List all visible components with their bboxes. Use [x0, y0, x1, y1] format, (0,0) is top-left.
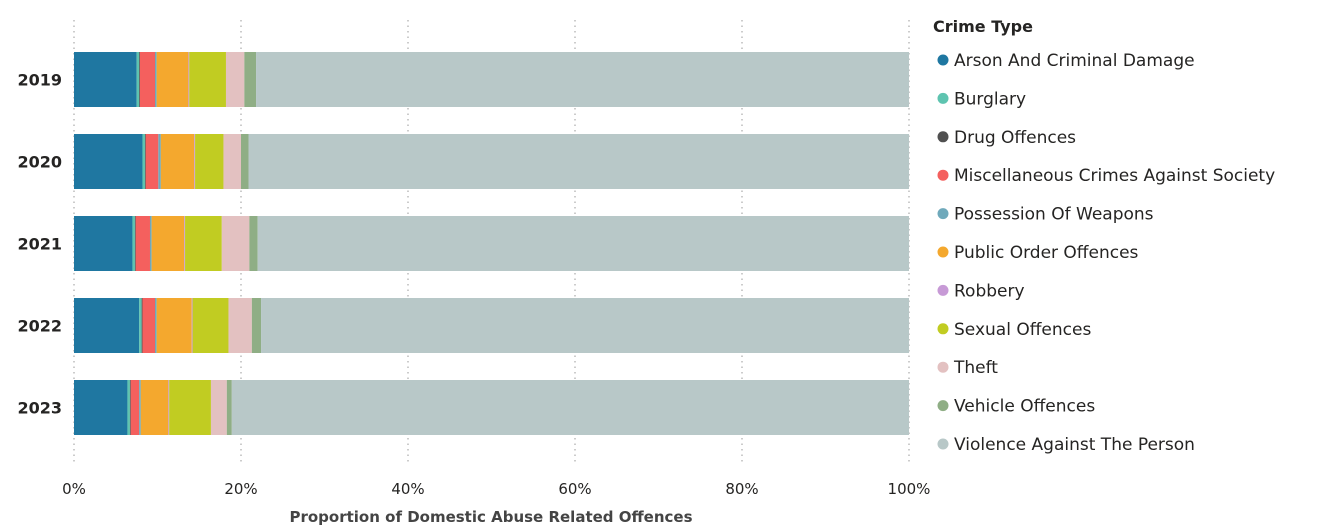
bar-segment[interactable] — [189, 52, 226, 107]
y-category-label: 2019 — [17, 71, 62, 90]
bar-segment[interactable] — [139, 380, 141, 435]
bar-segment[interactable] — [134, 216, 136, 271]
bar-segment[interactable] — [185, 216, 222, 271]
x-tick-label: 0% — [62, 480, 86, 498]
bar-segment[interactable] — [191, 298, 193, 353]
bar-segment[interactable] — [129, 380, 131, 435]
legend: Crime Type Arson And Criminal Damage Burg… — [933, 17, 1275, 455]
bar-segment[interactable] — [140, 380, 169, 435]
bar-segment[interactable] — [149, 216, 152, 271]
x-tick-label: 20% — [224, 480, 257, 498]
bar-segment[interactable] — [156, 298, 192, 353]
bar-segment[interactable] — [231, 380, 909, 435]
bar-segment[interactable] — [168, 380, 170, 435]
bar-segment[interactable] — [74, 134, 143, 189]
x-tick-label: 40% — [391, 480, 424, 498]
bar-segment[interactable] — [251, 298, 262, 353]
bar-segment[interactable] — [244, 52, 257, 107]
y-axis-labels: 2019 2020 2021 2022 2023 — [17, 71, 62, 418]
bar-segment[interactable] — [156, 52, 189, 107]
bar-segment[interactable] — [184, 216, 186, 271]
legend-marker — [937, 246, 949, 258]
legend-item-label[interactable]: Vehicle Offences — [954, 397, 1095, 417]
legend-marker — [937, 54, 949, 66]
bar-segment[interactable] — [160, 134, 195, 189]
legend-item-label[interactable]: Arson And Criminal Damage — [954, 51, 1195, 71]
bar-segment[interactable] — [130, 380, 140, 435]
x-axis-ticks: 0% 20% 40% 60% 80% 100% — [62, 480, 930, 498]
legend-item-label[interactable]: Public Order Offences — [954, 243, 1139, 263]
legend-marker — [937, 131, 949, 143]
bar-segment[interactable] — [210, 380, 227, 435]
legend-item-label[interactable]: Burglary — [954, 89, 1026, 109]
legend-marker — [937, 284, 949, 296]
legend-title: Crime Type — [933, 17, 1033, 36]
legend-marker — [937, 400, 949, 412]
bar-segment[interactable] — [192, 298, 229, 353]
y-category-label: 2022 — [17, 317, 62, 336]
bar-segment[interactable] — [225, 52, 245, 107]
legend-item-label[interactable]: Drug Offences — [954, 128, 1076, 148]
bar-segment[interactable] — [139, 298, 142, 353]
bar-segment[interactable] — [144, 134, 146, 189]
bar-segment[interactable] — [145, 134, 159, 189]
bar-segment[interactable] — [139, 52, 155, 107]
bar-segment[interactable] — [154, 52, 157, 107]
y-category-label: 2021 — [17, 235, 62, 254]
bar-segment[interactable] — [74, 298, 140, 353]
legend-marker — [937, 92, 949, 104]
bar-segment[interactable] — [127, 380, 130, 435]
bars — [74, 52, 909, 435]
bar-segment[interactable] — [158, 134, 161, 189]
legend-item-label[interactable]: Miscellaneous Crimes Against Society — [954, 166, 1275, 186]
legend-marker — [937, 208, 949, 220]
bar-segment[interactable] — [139, 52, 140, 107]
x-axis-title: Proportion of Domestic Abuse Related Off… — [289, 508, 692, 526]
bar-segment[interactable] — [132, 216, 135, 271]
bar-segment[interactable] — [194, 134, 196, 189]
bar-segment[interactable] — [248, 134, 909, 189]
y-category-label: 2020 — [17, 153, 62, 172]
legend-item-label[interactable]: Theft — [953, 358, 998, 378]
bar-segment[interactable] — [221, 216, 250, 271]
bar-segment[interactable] — [136, 52, 140, 107]
legend-item-label[interactable]: Robbery — [954, 281, 1025, 301]
bar-segment[interactable] — [74, 52, 137, 107]
bar-segment[interactable] — [141, 298, 143, 353]
bar-segment[interactable] — [195, 134, 224, 189]
bar-segment[interactable] — [151, 216, 185, 271]
bar-segment[interactable] — [226, 380, 232, 435]
legend-item-label[interactable]: Violence Against The Person — [954, 435, 1195, 455]
bar-segment[interactable] — [249, 216, 258, 271]
bar-segment[interactable] — [74, 216, 133, 271]
x-tick-label: 60% — [558, 480, 591, 498]
bar-segment[interactable] — [135, 216, 150, 271]
bar-segment[interactable] — [257, 216, 909, 271]
legend-marker — [937, 169, 949, 181]
bar-segment[interactable] — [228, 298, 252, 353]
bar-segment[interactable] — [188, 52, 190, 107]
bar-segment[interactable] — [169, 380, 211, 435]
legend-item-label[interactable]: Possession Of Weapons — [954, 205, 1154, 225]
bar-segment[interactable] — [74, 380, 128, 435]
bar-segment[interactable] — [142, 298, 155, 353]
bar-segment[interactable] — [256, 52, 909, 107]
legend-marker — [937, 323, 949, 335]
bar-segment[interactable] — [154, 298, 157, 353]
x-tick-label: 80% — [725, 480, 758, 498]
x-tick-label: 100% — [888, 480, 931, 498]
bar-segment[interactable] — [142, 134, 145, 189]
legend-item-label[interactable]: Sexual Offences — [954, 320, 1091, 340]
legend-marker — [937, 361, 949, 373]
legend-marker — [937, 438, 949, 450]
bar-segment[interactable] — [223, 134, 241, 189]
y-category-label: 2023 — [17, 399, 62, 418]
bar-segment[interactable] — [261, 298, 909, 353]
bar-segment[interactable] — [241, 134, 249, 189]
